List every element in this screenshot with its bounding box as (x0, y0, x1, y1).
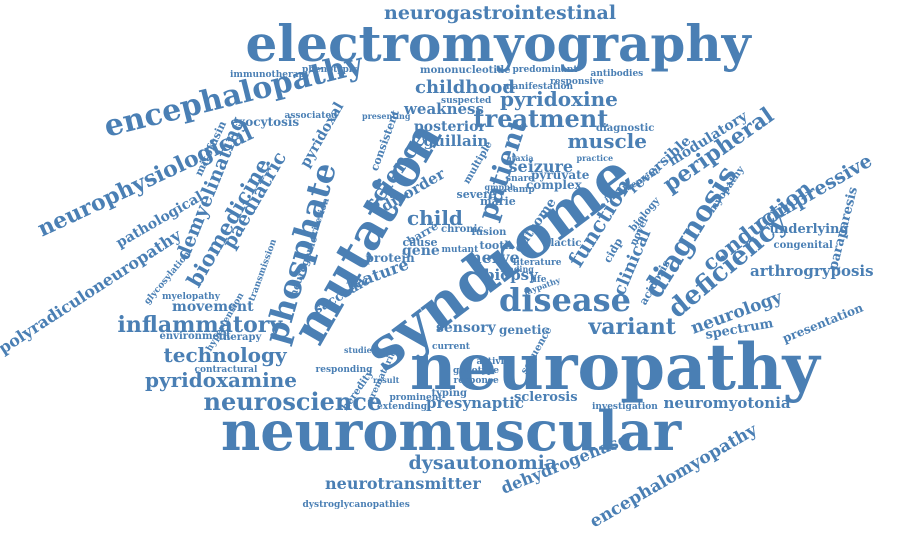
cloud-word: gene (402, 243, 440, 259)
cloud-word: nerve (470, 248, 520, 267)
cloud-word: muscle (567, 129, 647, 153)
cloud-word: myelopathy (162, 291, 220, 302)
cloud-word: mononucleotide (420, 65, 511, 76)
cloud-word: seizure (508, 157, 574, 176)
cloud-word: sclerosis (514, 389, 578, 405)
cloud-word: camp (507, 184, 535, 195)
cloud-word: cause (402, 235, 438, 249)
cloud-word: typing (431, 388, 467, 399)
cloud-word: sensory (436, 320, 496, 336)
cloud-word: responsive (550, 76, 604, 87)
cloud-word: antibodies (590, 68, 644, 79)
cloud-word: activity (476, 356, 514, 367)
cloud-word: dystroglycanopathies (302, 499, 410, 510)
cloud-word: current (432, 341, 470, 352)
cloud-word: severe (456, 187, 496, 201)
cloud-word: prominent (389, 392, 443, 403)
cloud-word: complex (526, 178, 582, 192)
cloud-word: neuroscience (203, 387, 383, 416)
cloud-word: literature (513, 257, 562, 268)
cloud-word: variant (588, 314, 676, 340)
cloud-word: diagnostic (596, 123, 655, 134)
cloud-word: phenotypic (302, 64, 358, 75)
cloud-word: childhood (415, 77, 515, 98)
cloud-word: mutant (441, 244, 479, 255)
cloud-word: pyruvate (531, 168, 590, 182)
cloud-word: biopsy (484, 265, 538, 284)
cloud-word: movement (172, 299, 254, 315)
cloud-word: genotype (453, 365, 499, 376)
cloud-word: pyridoxine (500, 87, 618, 111)
cloud-word: fusion (471, 227, 507, 238)
cloud-word: neurogastrointestinal (384, 1, 617, 24)
cloud-word: studies (344, 345, 377, 355)
cloud-word: electromyography (245, 14, 751, 73)
cloud-word: predominant (512, 64, 578, 75)
cloud-word: neuromyotonia (663, 393, 791, 412)
cloud-word: response (453, 375, 499, 386)
cloud-word: immunotherapy (230, 69, 311, 80)
cloud-word: underlying (769, 221, 849, 237)
cloud-word: inflammatory (117, 312, 283, 338)
cloud-word: neuromuscular (221, 399, 682, 463)
cloud-word: practice (576, 153, 614, 163)
cloud-word: child (407, 206, 463, 230)
cloud-word: cidp (600, 235, 626, 265)
cloud-word: technology (163, 343, 287, 367)
cloud-word: guillain (423, 131, 489, 150)
cloud-word: treatment (473, 104, 609, 133)
cloud-word: chronic (441, 224, 484, 235)
cloud-word: environment (159, 331, 231, 342)
cloud-word: investigation (592, 401, 658, 412)
cloud-word: tooth (479, 238, 513, 252)
cloud-word: therapy (218, 332, 262, 343)
cloud-word: posterior (414, 119, 486, 135)
cloud-word: neuropathy (410, 330, 820, 405)
cloud-word: dysautonomia (408, 451, 558, 474)
cloud-word: marie (480, 194, 516, 208)
cloud-word: exocytosis (230, 115, 300, 129)
cloud-word: presentation (780, 300, 866, 346)
cloud-word: contractural (194, 364, 258, 375)
cloud-word: disease (499, 281, 632, 319)
cloud-word: manifestation (503, 81, 574, 92)
cloud-word: arthrogryposis (750, 261, 874, 280)
cloud-word: extending (377, 401, 428, 412)
cloud-word: result (373, 375, 400, 385)
cloud-word: life (530, 274, 547, 285)
cloud-word: ataxia (506, 153, 534, 163)
cloud-word: gmpph (484, 182, 516, 192)
cloud-word: neurotransmitter (325, 474, 481, 493)
cloud-word: genetic (499, 323, 549, 337)
cloud-word: lactic (550, 238, 582, 249)
cloud-word: pyridoxamine (145, 368, 297, 392)
cloud-word: snare (506, 173, 534, 184)
cloud-word: leading (500, 264, 534, 274)
cloud-word: protein (365, 251, 415, 265)
cloud-word: congenital (773, 240, 833, 251)
cloud-word: suspected (441, 95, 492, 106)
cloud-word: presenting (362, 111, 411, 121)
cloud-word: weakness (404, 99, 484, 118)
cloud-word: associated (284, 110, 338, 121)
cloud-word: responding (315, 364, 373, 375)
cloud-word: presynaptic (426, 393, 524, 412)
